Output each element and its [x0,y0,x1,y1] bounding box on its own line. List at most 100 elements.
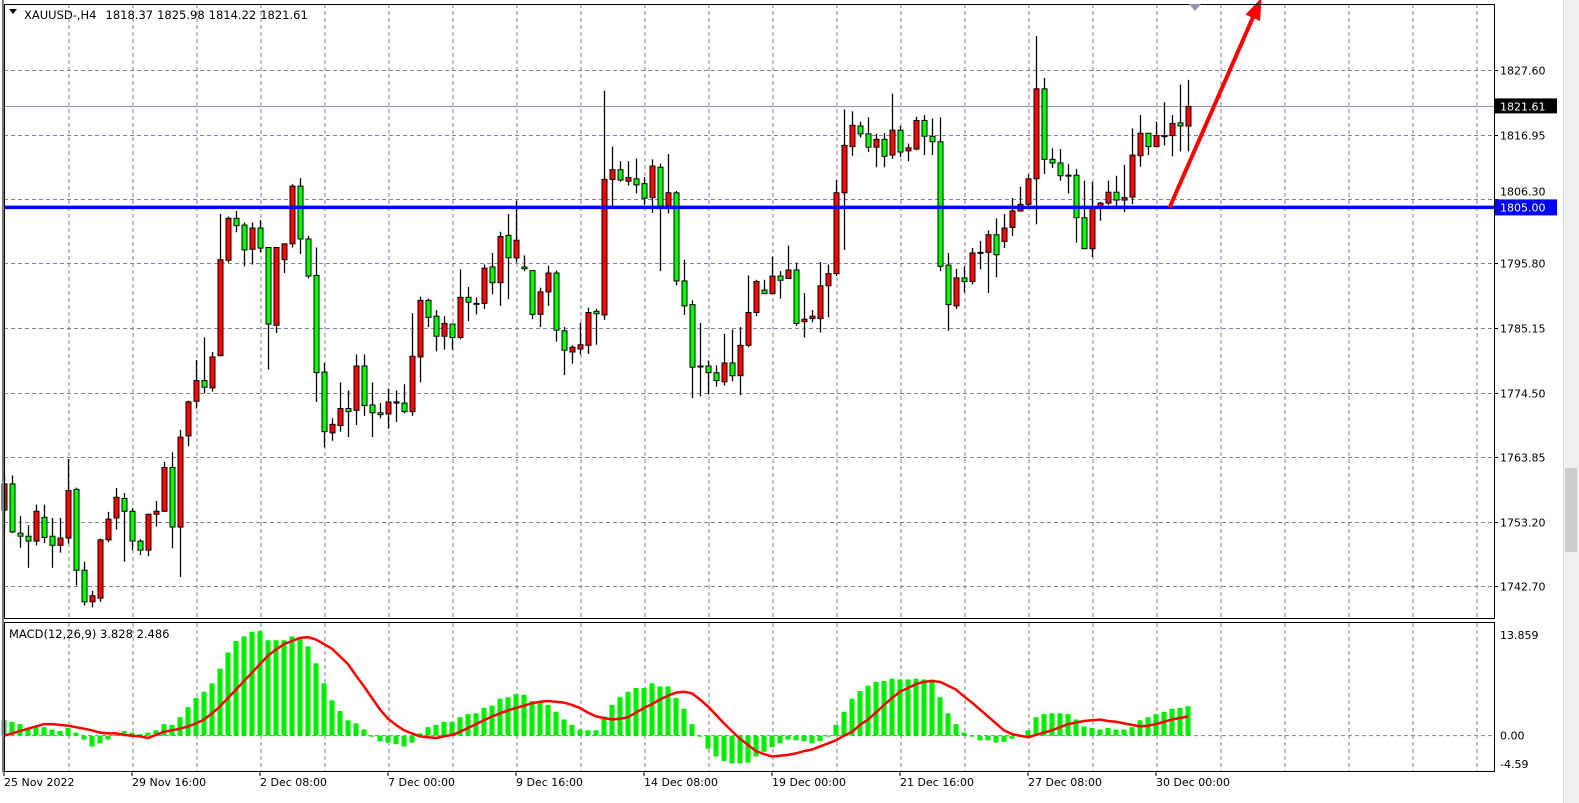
candle-body [809,315,816,320]
macd-histogram-bar [25,727,31,736]
candle-body [1145,132,1152,148]
ohlc-close: 1821.61 [260,8,308,22]
candle-body [817,285,824,320]
candle-body [857,125,864,135]
candle [785,245,792,279]
macd-histogram-bar [881,681,887,736]
candle [1145,132,1152,156]
candle [401,384,408,414]
candle-body [761,289,768,295]
candle [633,158,640,194]
candle-body [521,266,528,270]
candle [17,516,24,548]
macd-histogram-bar [1089,727,1095,736]
macd-histogram-bar [873,681,879,736]
arrow-head[interactable] [1245,0,1262,22]
candle [1025,174,1032,207]
macd-histogram-bar [1105,727,1111,736]
candle-body [569,346,576,353]
macd-histogram-bar [41,727,47,736]
candle-body [473,302,480,305]
macd-histogram-bar [537,702,543,736]
candle-body [217,259,224,357]
macd-histogram-bar [177,717,183,736]
candle-body [425,299,432,318]
macd-histogram-bar [849,698,855,736]
candle-body [993,234,1000,256]
candle-body [169,467,176,528]
triangle-down-icon[interactable] [9,9,17,14]
candle [545,265,552,306]
candle [1009,198,1016,236]
macd-histogram-bar [665,686,671,736]
candle-body [441,322,448,337]
candle-body [65,490,72,539]
candle [25,525,32,568]
candle-body [1113,191,1120,201]
candle-body [401,402,408,413]
candle-body [81,569,88,603]
candle [33,504,40,546]
candle-body [737,344,744,377]
chart-title: XAUUSD-,H4 1818.37 1825.98 1814.22 1821.61 [24,8,308,22]
candle [625,161,632,186]
price-axis: 1827.60 1816.95 1806.30 1795.80 1785.15 1774.… [1494,65,1546,594]
candle-body [673,192,680,282]
price-tick-label: 1785.15 [1500,323,1546,336]
candle [145,513,152,557]
candle [1185,79,1192,152]
macd-histogram-bar [329,700,335,736]
macd-histogram-bar [681,708,687,736]
candle-body [409,355,416,413]
candle [257,220,264,253]
macd-histogram-bar [33,727,39,736]
candle [441,316,448,350]
candle [865,117,872,153]
candle [841,109,848,250]
price-tick-label: 1763.85 [1500,452,1546,465]
macd-histogram-bar [1185,706,1191,736]
macd-histogram-bar [89,735,95,747]
macd-histogram-bar [769,735,775,748]
candle-body [793,269,800,324]
macd-histogram-bar [505,697,511,736]
candle-body [721,362,728,383]
macd-histogram-bar [625,691,631,736]
macd-histogram-bar [457,717,463,736]
macd-histogram-bar [929,679,935,736]
candle [665,153,672,214]
candle-body [57,537,64,546]
macd-histogram-bar [185,707,191,736]
candle [737,327,744,396]
candle-body [913,119,920,150]
candle [977,240,984,270]
candle-body [1001,227,1008,242]
scrollbar-thumb[interactable] [1565,468,1577,552]
candle [937,117,944,272]
candle [1137,114,1144,167]
macd-histogram-bar [1113,729,1119,736]
candle [1001,214,1008,249]
candle [849,111,856,156]
price-tick-label: 1795.80 [1500,258,1546,271]
candle-body [249,227,256,250]
ohlc-open: 1818.37 [106,8,154,22]
candle-body [497,236,504,284]
macd-histogram-bar [377,735,383,742]
candle [81,561,88,606]
candle [649,159,656,213]
candle [1097,201,1104,221]
candle [241,222,248,267]
chart-shift-marker-icon[interactable] [1189,4,1201,11]
candle-body [353,365,360,411]
macd-histogram-bar [201,691,207,736]
candle [985,230,992,294]
candle [593,308,600,345]
candle-body [33,510,40,542]
trend-arrow[interactable] [1167,0,1262,209]
candle-body [337,408,344,427]
candle [105,511,112,543]
arrow-shaft[interactable] [1167,17,1255,209]
candle-body [185,401,192,437]
